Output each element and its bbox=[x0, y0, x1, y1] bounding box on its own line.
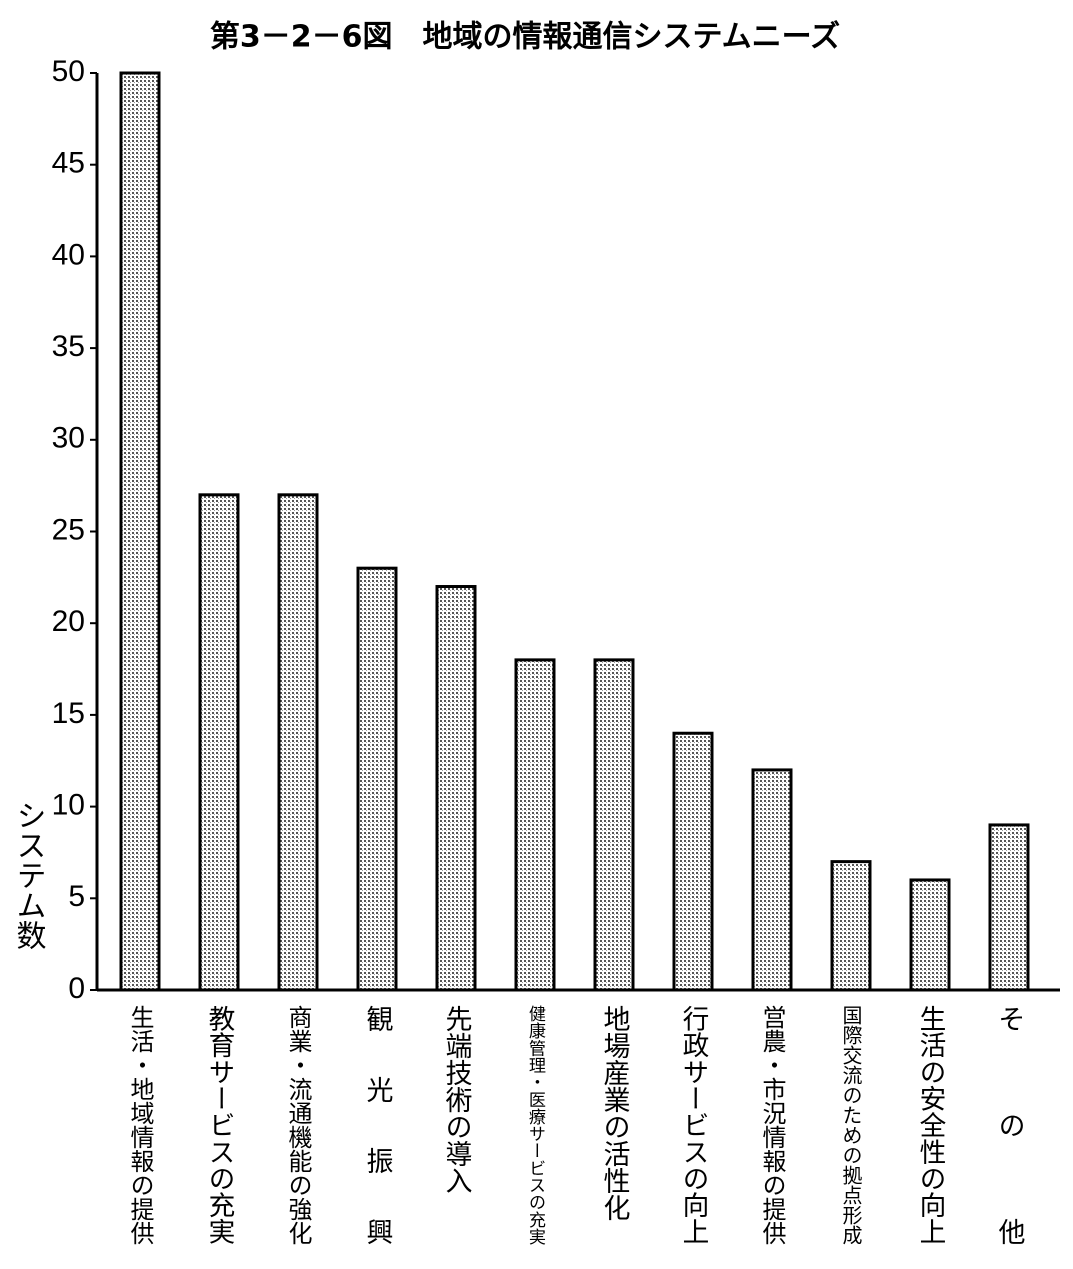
bar bbox=[514, 658, 556, 992]
x-tick-label: 国際交流のための拠点形成 bbox=[839, 1005, 863, 1245]
y-tick-label: 25 bbox=[52, 513, 85, 546]
bar bbox=[988, 823, 1030, 992]
x-tick-label: 商業・流通機能の強化 bbox=[284, 1005, 312, 1245]
y-tick-label: 20 bbox=[52, 605, 85, 638]
bar bbox=[198, 493, 240, 992]
chart-title: 第3－2－6図 地域の情報通信システムニーズ bbox=[210, 20, 840, 55]
y-tick-label: 45 bbox=[52, 147, 85, 180]
x-tick-label: 先端技術の導入 bbox=[441, 1005, 473, 1194]
y-tick-label: 35 bbox=[52, 330, 85, 363]
bar bbox=[435, 585, 477, 992]
y-tick-label: 0 bbox=[68, 972, 85, 1005]
y-tick-label: 50 bbox=[52, 55, 85, 88]
x-tick-label: 生活・地域情報の提供 bbox=[126, 1005, 154, 1245]
y-axis-label: システム数 bbox=[11, 800, 46, 950]
x-tick-label: 観光振興 bbox=[362, 1005, 394, 1245]
y-tick-label: 10 bbox=[52, 789, 85, 822]
bar bbox=[356, 566, 398, 992]
x-tick-label: 営農・市況情報の提供 bbox=[758, 1005, 786, 1245]
bar bbox=[909, 878, 951, 992]
x-tick-label: 教育サービスの充実 bbox=[204, 1005, 235, 1245]
bar bbox=[593, 658, 635, 992]
bar bbox=[751, 768, 793, 992]
bar bbox=[119, 71, 161, 992]
x-tick-label: 行政サービスの向上 bbox=[678, 1005, 709, 1245]
x-tick-label: 健康管理・医療サービスの充実 bbox=[525, 1005, 546, 1245]
y-tick-label: 15 bbox=[52, 697, 85, 730]
y-tick-label: 5 bbox=[68, 880, 85, 913]
x-tick-label: 地場産業の活性化 bbox=[599, 1005, 631, 1221]
x-tick-label: 生活の安全性の向上 bbox=[915, 1005, 946, 1245]
y-tick-label: 40 bbox=[52, 238, 85, 271]
x-tick-label: その他 bbox=[994, 1005, 1026, 1245]
y-tick-label: 30 bbox=[52, 422, 85, 455]
bar bbox=[672, 731, 714, 992]
bar bbox=[277, 493, 319, 992]
bar bbox=[830, 860, 872, 992]
